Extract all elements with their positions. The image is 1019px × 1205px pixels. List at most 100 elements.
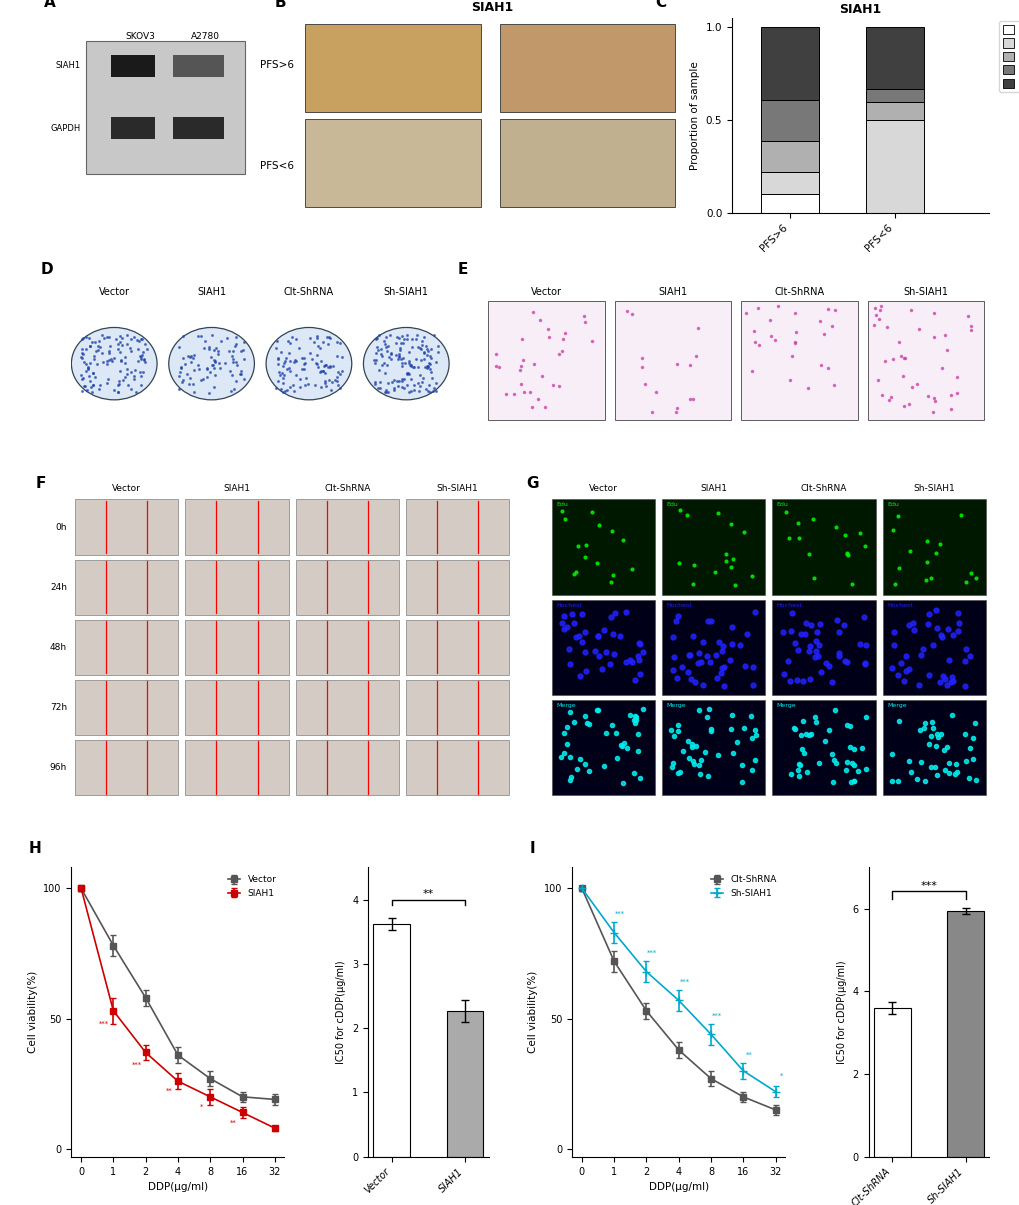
Text: Clt-ShRNA: Clt-ShRNA [800, 483, 846, 493]
Bar [661, 600, 764, 695]
X-axis label: DDP(μg/ml): DDP(μg/ml) [648, 1182, 708, 1192]
Bar [499, 119, 675, 207]
Text: Hochest: Hochest [555, 602, 581, 607]
Text: ***: *** [679, 978, 689, 984]
Legend: Vector, SIAH1: Vector, SIAH1 [224, 872, 279, 901]
Text: Hochest: Hochest [887, 602, 912, 607]
Text: ***: *** [646, 950, 656, 956]
Bar [865, 28, 923, 89]
Text: 48h: 48h [50, 642, 67, 652]
Text: **: ** [745, 1052, 752, 1058]
Bar [296, 740, 398, 795]
Bar [551, 499, 654, 595]
Text: Vector: Vector [112, 483, 141, 493]
Bar [406, 740, 508, 795]
Y-axis label: Cell viability(%): Cell viability(%) [528, 971, 538, 1053]
Text: B: B [275, 0, 286, 11]
Text: I: I [529, 841, 535, 856]
Text: C: C [654, 0, 665, 11]
Text: F: F [36, 476, 47, 492]
Legend: Clt-ShRNA, Sh-SIAH1: Clt-ShRNA, Sh-SIAH1 [706, 872, 780, 901]
Bar [74, 559, 178, 615]
Bar [296, 619, 398, 675]
Text: Merge: Merge [775, 703, 796, 707]
Bar [185, 499, 288, 554]
Bar [185, 559, 288, 615]
Text: SIAH1: SIAH1 [471, 1, 513, 14]
Bar [74, 680, 178, 735]
Bar [74, 499, 178, 554]
Ellipse shape [363, 328, 448, 400]
Bar [760, 172, 818, 194]
Text: Hochest: Hochest [665, 602, 692, 607]
Text: **: ** [165, 1088, 172, 1094]
Bar [406, 559, 508, 615]
Legend: 0, 1, 2, 3, 4: 0, 1, 2, 3, 4 [999, 20, 1019, 93]
Bar [74, 740, 178, 795]
Bar [865, 120, 923, 213]
X-axis label: DDP(μg/ml): DDP(μg/ml) [148, 1182, 208, 1192]
Y-axis label: Cell viability(%): Cell viability(%) [28, 971, 38, 1053]
Bar [111, 117, 155, 139]
Bar [881, 600, 985, 695]
Text: Vector: Vector [99, 287, 129, 296]
Text: Edu: Edu [555, 502, 568, 507]
Bar [614, 301, 731, 421]
Bar [551, 600, 654, 695]
Bar [760, 28, 818, 100]
Text: Clt-ShRNA: Clt-ShRNA [324, 483, 370, 493]
Bar [873, 1007, 910, 1157]
Text: 0h: 0h [55, 523, 67, 531]
Y-axis label: Proportion of sample: Proportion of sample [690, 61, 700, 170]
Bar [881, 499, 985, 595]
Text: **: ** [422, 889, 433, 899]
Text: SIAH1: SIAH1 [223, 483, 250, 493]
Text: *: * [779, 1072, 783, 1078]
Bar [111, 55, 155, 77]
Text: GAPDH: GAPDH [50, 124, 81, 133]
Text: SIAH1: SIAH1 [699, 483, 727, 493]
Ellipse shape [266, 328, 352, 400]
Bar [499, 24, 675, 112]
Text: H: H [29, 841, 42, 856]
Text: SIAH1: SIAH1 [197, 287, 226, 296]
Bar [865, 89, 923, 101]
Text: PFS>6: PFS>6 [260, 60, 293, 70]
Bar [305, 24, 480, 112]
Text: D: D [40, 261, 53, 277]
Bar [760, 100, 818, 141]
Text: SKOV3: SKOV3 [125, 31, 155, 41]
Text: Merge: Merge [555, 703, 575, 707]
Bar [406, 619, 508, 675]
Bar [661, 499, 764, 595]
Bar [296, 499, 398, 554]
Bar [86, 41, 245, 174]
Y-axis label: IC50 for cDDP(μg/ml): IC50 for cDDP(μg/ml) [837, 960, 847, 1064]
Text: Merge: Merge [887, 703, 906, 707]
Ellipse shape [71, 328, 157, 400]
Bar [406, 680, 508, 735]
Text: 24h: 24h [50, 583, 67, 592]
Text: G: G [526, 476, 538, 492]
Text: Edu: Edu [775, 502, 788, 507]
Text: ***: *** [99, 1021, 109, 1027]
Bar [947, 911, 983, 1157]
Text: Vector: Vector [531, 287, 561, 296]
Bar [760, 141, 818, 172]
Text: Sh-SIAH1: Sh-SIAH1 [383, 287, 428, 296]
Text: 96h: 96h [50, 763, 67, 772]
Bar [185, 680, 288, 735]
Text: Edu: Edu [887, 502, 898, 507]
Bar [74, 619, 178, 675]
Text: Merge: Merge [665, 703, 686, 707]
Bar [305, 119, 480, 207]
Bar [741, 301, 857, 421]
Bar [172, 55, 223, 77]
Text: ***: *** [131, 1062, 142, 1068]
Text: Edu: Edu [665, 502, 678, 507]
Text: E: E [458, 261, 468, 277]
Bar [771, 499, 874, 595]
Bar [373, 924, 410, 1157]
Text: A2780: A2780 [191, 31, 220, 41]
Text: Clt-ShRNA: Clt-ShRNA [773, 287, 823, 296]
